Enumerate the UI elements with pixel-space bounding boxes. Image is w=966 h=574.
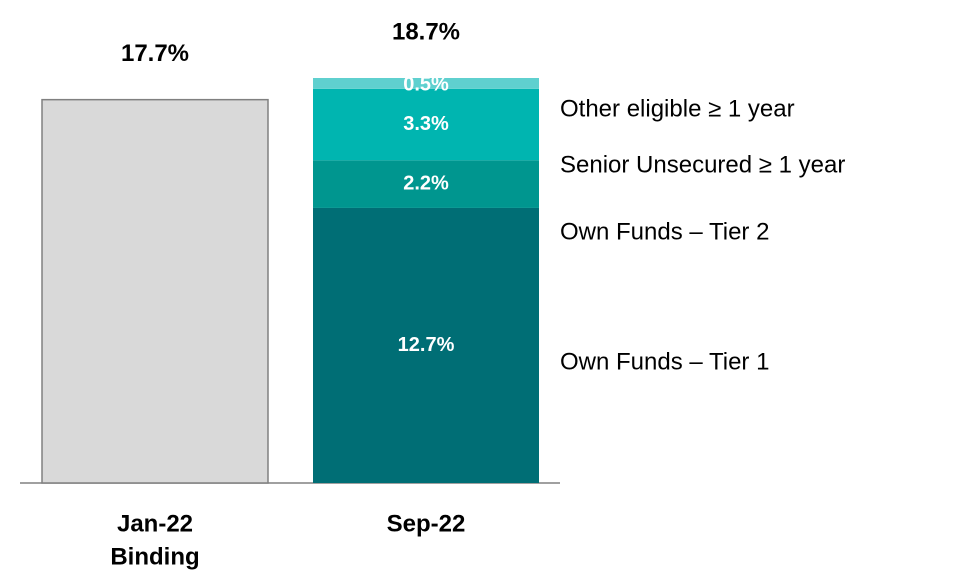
value-label: 2.2% <box>403 172 449 194</box>
x-tick-label: Jan-22 <box>117 510 193 537</box>
bar <box>41 98 269 484</box>
value-label: 0.5% <box>403 73 449 95</box>
bar-segment <box>313 88 539 161</box>
bar-segment <box>313 78 539 89</box>
bar-segment <box>313 160 539 208</box>
legend-label: Own Funds – Tier 1 <box>560 348 769 375</box>
x-tick-label: Binding <box>110 543 199 570</box>
bar-segment <box>313 207 539 483</box>
x-tick-label: Sep-22 <box>387 510 466 537</box>
legend-label: Other eligible ≥ 1 year <box>560 95 795 122</box>
legend-label: Own Funds – Tier 2 <box>560 218 769 245</box>
legend-label: Senior Unsecured ≥ 1 year <box>560 151 845 178</box>
value-label: 12.7% <box>398 334 455 356</box>
total-label: 18.7% <box>392 18 460 45</box>
value-label: 3.3% <box>403 113 449 135</box>
total-label: 17.7% <box>121 40 189 67</box>
